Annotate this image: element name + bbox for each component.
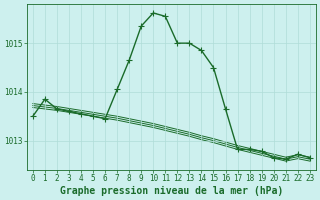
X-axis label: Graphe pression niveau de la mer (hPa): Graphe pression niveau de la mer (hPa) [60,186,283,196]
